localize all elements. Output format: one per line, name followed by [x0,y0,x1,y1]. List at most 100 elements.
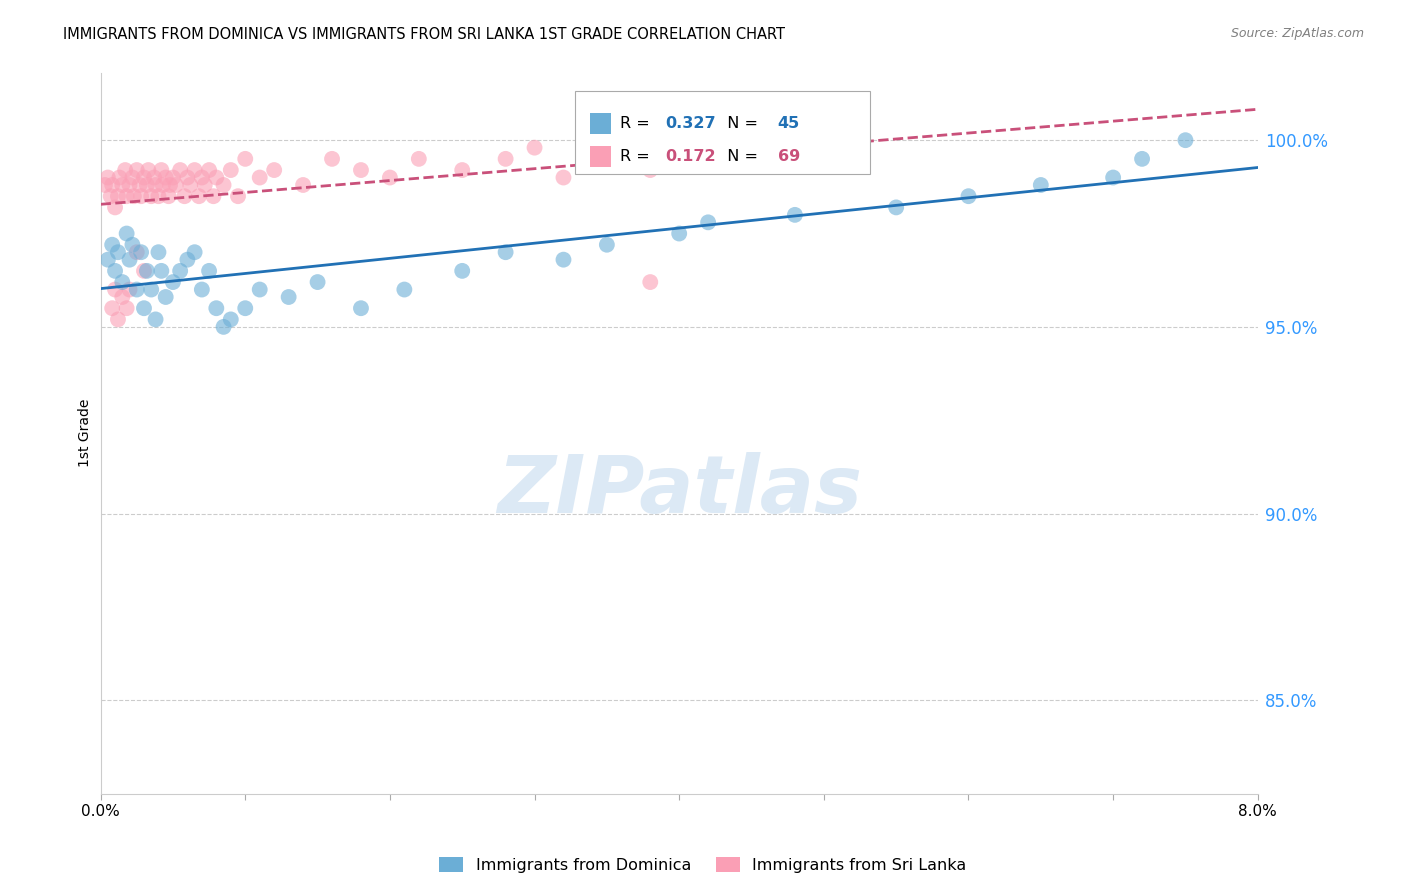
Point [553,252,575,267]
Point [378,170,401,185]
Point [183,163,205,178]
Point [523,141,546,155]
Point [198,264,221,278]
Point [307,275,329,289]
Point [122,189,145,203]
Point [226,189,249,203]
Text: N =: N = [717,116,763,131]
Point [1029,178,1052,192]
Point [111,275,134,289]
Point [553,170,575,185]
Text: 0.172: 0.172 [665,149,716,164]
Point [108,170,131,185]
Point [212,178,235,192]
Point [138,163,160,178]
Point [97,170,120,185]
Point [121,237,143,252]
FancyBboxPatch shape [575,91,870,174]
Point [191,170,214,185]
Text: N =: N = [717,149,763,164]
Point [104,283,127,297]
Point [162,275,184,289]
Point [188,189,211,203]
Point [111,290,134,304]
Point [183,245,205,260]
Point [1102,170,1125,185]
Point [141,189,163,203]
Point [148,189,170,203]
Point [198,163,221,178]
Point [233,301,256,316]
Point [638,275,661,289]
Point [125,245,148,260]
Point [141,283,163,297]
Point [104,201,127,215]
Point [159,178,181,192]
Point [101,237,124,252]
Point [263,163,285,178]
Point [165,178,187,192]
Point [97,252,120,267]
Point [697,215,720,229]
Point [104,264,127,278]
Point [155,170,177,185]
Point [233,152,256,166]
Point [179,178,201,192]
Point [118,178,141,192]
Point [162,170,184,185]
Point [277,290,299,304]
Point [219,163,242,178]
Point [107,245,129,260]
Point [884,201,907,215]
Point [292,178,315,192]
Point [107,312,129,326]
Point [101,178,124,192]
Text: Source: ZipAtlas.com: Source: ZipAtlas.com [1230,27,1364,40]
Legend: Immigrants from Dominica, Immigrants from Sri Lanka: Immigrants from Dominica, Immigrants fro… [433,851,973,880]
Point [145,178,167,192]
Point [596,237,619,252]
Point [668,227,690,241]
Point [219,312,242,326]
Point [169,163,191,178]
Point [169,264,191,278]
Text: 45: 45 [778,116,800,131]
Point [111,178,134,192]
Point [350,163,373,178]
Point [176,252,198,267]
Point [191,283,214,297]
Point [249,283,271,297]
Point [408,152,430,166]
Point [1174,133,1197,147]
Point [94,178,117,192]
Point [129,189,152,203]
Point [125,163,148,178]
Point [132,264,155,278]
Point [173,189,195,203]
Point [176,170,198,185]
Point [118,283,141,297]
Point [350,301,373,316]
Point [451,264,474,278]
Point [135,264,157,278]
Point [155,290,177,304]
Point [394,283,416,297]
Point [101,301,124,316]
Point [495,245,517,260]
Point [115,301,138,316]
Point [121,170,143,185]
Text: 69: 69 [778,149,800,164]
Point [249,170,271,185]
Point [125,283,148,297]
Point [495,152,517,166]
Point [451,163,474,178]
Point [957,189,980,203]
Point [143,170,166,185]
Point [150,264,173,278]
Bar [591,145,612,168]
Point [321,152,343,166]
Point [157,189,180,203]
Point [148,245,170,260]
Point [741,133,763,147]
Point [135,178,157,192]
